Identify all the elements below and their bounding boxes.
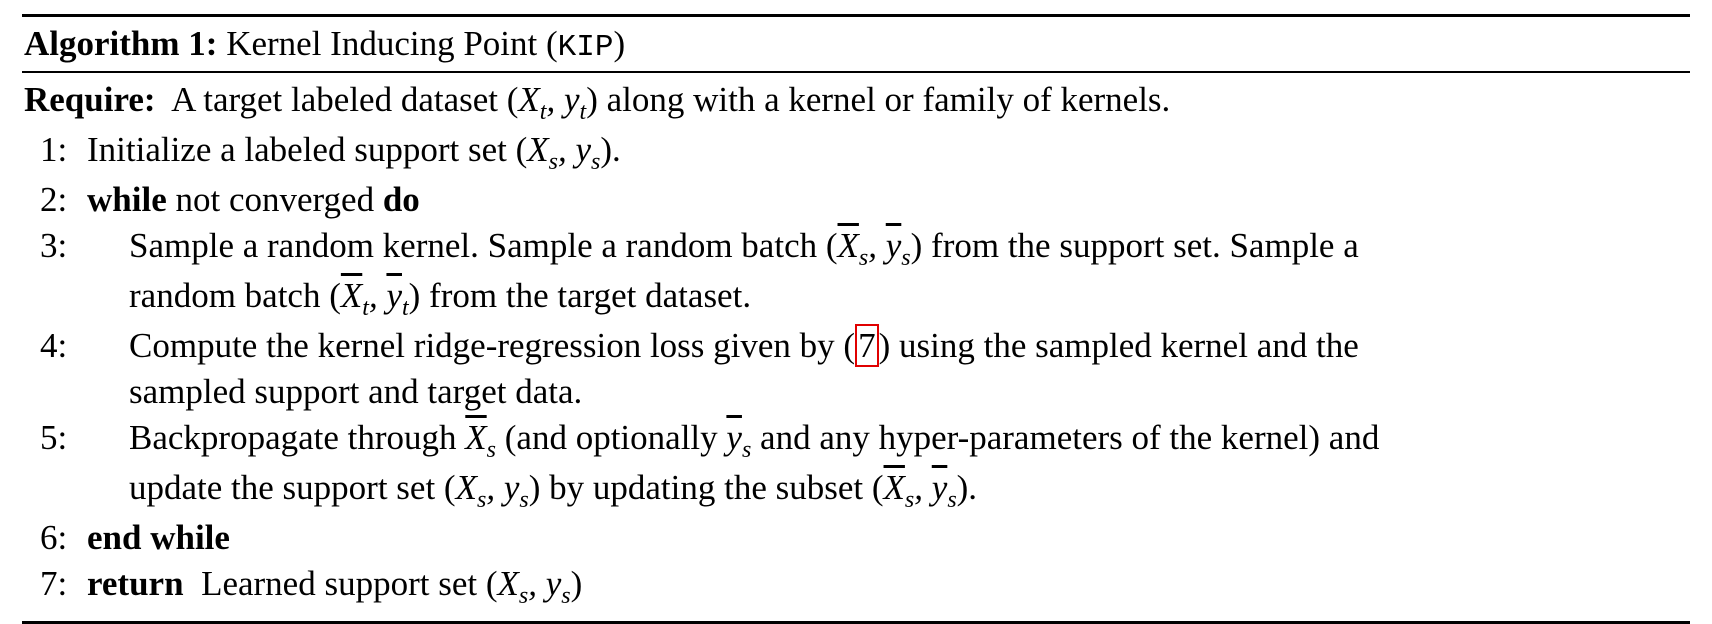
algorithm-close: ) [613, 24, 626, 63]
step-2: 2: while not converged do [22, 177, 1690, 223]
math-xt-yt: Xt, yt [518, 80, 587, 125]
algorithm-name: Kernel Inducing Point ( [226, 24, 558, 63]
math-xs-ys: Xs, ys [527, 130, 601, 175]
step-6: 6: end while [22, 515, 1690, 561]
step-7: 7: return Learned support set (Xs, ys) [22, 561, 1690, 611]
math-xs-ys: Xs, ys [497, 564, 571, 609]
line-number: 6: [40, 518, 68, 557]
algorithm-box: Algorithm 1: Kernel Inducing Point (KIP)… [22, 14, 1690, 624]
end-while-keyword: end while [87, 518, 230, 557]
title-rule [22, 71, 1690, 73]
equation-ref-link[interactable]: 7 [855, 324, 879, 367]
step-4-continued: sampled support and target data. [129, 372, 583, 411]
line-number: 4: [40, 326, 68, 365]
math-xs-ys: Xs, ys [455, 468, 529, 513]
while-keyword: while [87, 180, 167, 219]
require-line: Require: A target labeled dataset (Xt, y… [24, 80, 1171, 125]
algorithm-title: Algorithm 1: Kernel Inducing Point (KIP) [22, 17, 1690, 71]
step-5: 5: Backpropagate through Xs (and optiona… [22, 415, 1690, 465]
line-number: 7: [40, 564, 68, 603]
step-3-continued: random batch (Xt, yt) from the target da… [129, 276, 752, 321]
algorithm-code: KIP [557, 30, 614, 65]
return-keyword: return [87, 564, 184, 603]
line-number: 5: [40, 418, 68, 457]
line-number: 2: [40, 180, 68, 219]
math-xbar-s-ybar-s: Xs, ys [883, 468, 957, 513]
math-ybar-s: ys [726, 418, 752, 463]
line-number: 3: [40, 226, 68, 265]
math-xbar-s-ybar-s: Xs, ys [837, 226, 911, 271]
step-3: 3: Sample a random kernel. Sample a rand… [22, 223, 1690, 273]
do-keyword: do [382, 180, 420, 219]
math-xbar-t-ybar-t: Xt, yt [340, 276, 409, 321]
step-4: 4: Compute the kernel ridge-regression l… [22, 323, 1690, 369]
math-xbar-s: Xs [465, 418, 497, 463]
require-keyword: Require: [24, 80, 156, 119]
algorithm-body: Require: A target labeled dataset (Xt, y… [22, 73, 1690, 621]
algorithm-label: Algorithm 1: [24, 24, 218, 63]
line-number: 1: [40, 130, 68, 169]
top-rule [22, 14, 1690, 17]
step-1: 1: Initialize a labeled support set (Xs,… [22, 127, 1690, 177]
step-5-continued: update the support set (Xs, ys) by updat… [129, 468, 978, 513]
